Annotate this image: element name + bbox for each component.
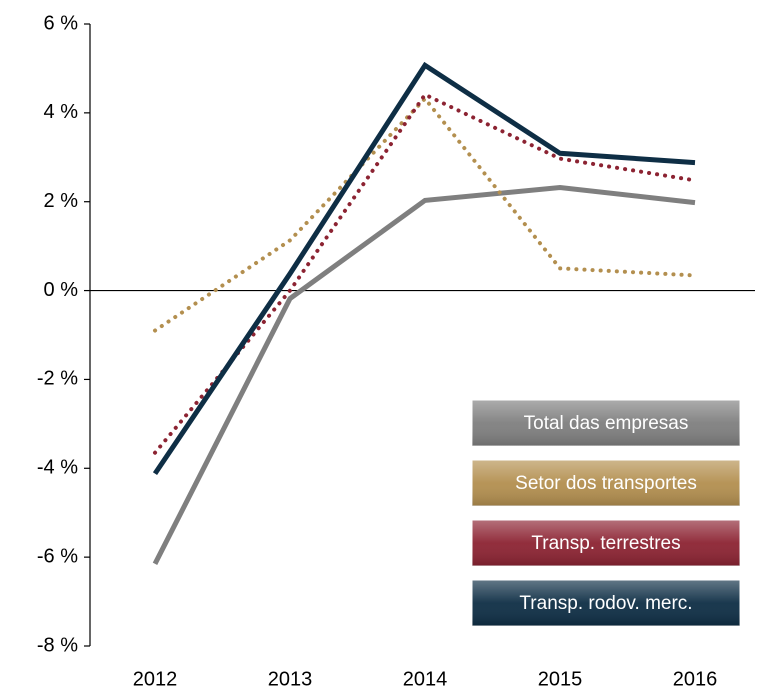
x-tick-label: 2013 xyxy=(268,668,313,690)
legend-shine xyxy=(472,400,740,446)
y-tick-label: -4 % xyxy=(37,457,78,479)
y-tick-label: 6 % xyxy=(44,12,79,34)
legend-shine xyxy=(472,580,740,626)
y-tick-label: -6 % xyxy=(37,545,78,567)
legend-shine xyxy=(472,520,740,566)
series-line xyxy=(153,95,697,333)
series-line xyxy=(152,61,696,476)
legend-label: Transp. rodov. merc. xyxy=(519,593,692,614)
legend-item: Setor dos transportes xyxy=(471,459,741,507)
legend-item: Total das empresas xyxy=(471,399,741,447)
legend-shine xyxy=(472,460,740,506)
y-tick-label: -8 % xyxy=(37,634,78,656)
y-tick-label: 2 % xyxy=(44,190,79,212)
x-tick-label: 2016 xyxy=(673,668,718,690)
legend-label: Setor dos transportes xyxy=(515,473,697,494)
legend-label: Total das empresas xyxy=(524,413,689,434)
x-tick-label: 2012 xyxy=(133,668,178,690)
y-tick-label: 4 % xyxy=(44,101,79,123)
x-tick-label: 2015 xyxy=(538,668,583,690)
legend-item: Transp. rodov. merc. xyxy=(471,579,741,627)
legend-label: Transp. terrestres xyxy=(531,533,680,554)
series-line xyxy=(153,92,697,455)
x-tick-label: 2014 xyxy=(403,668,448,690)
y-tick-label: 0 % xyxy=(44,279,79,301)
legend-item: Transp. terrestres xyxy=(471,519,741,567)
y-tick-label: -2 % xyxy=(37,368,78,390)
series-line xyxy=(152,184,696,565)
